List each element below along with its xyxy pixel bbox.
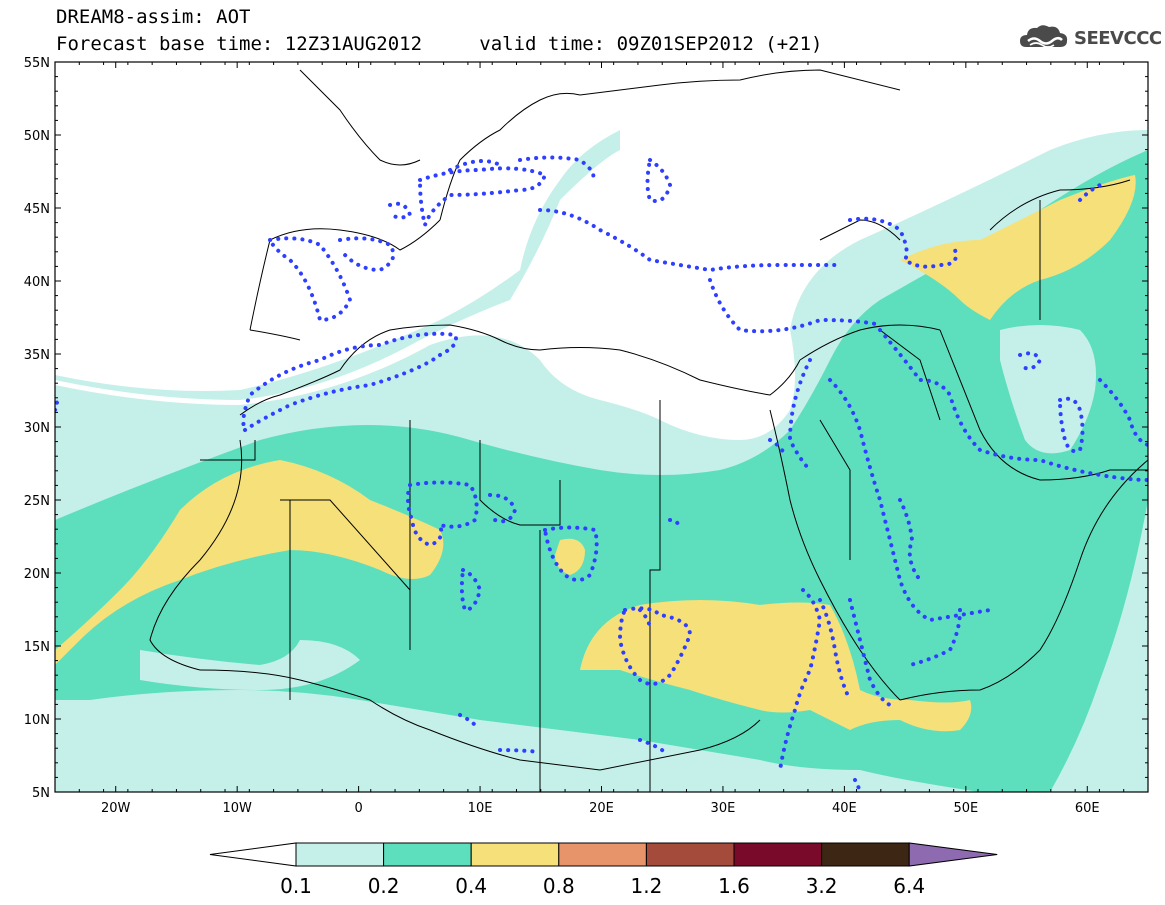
lat-label: 50N (24, 129, 50, 144)
colorbar-label: 1.6 (718, 874, 750, 898)
cloud-icon (1020, 25, 1068, 48)
colorbar-box (470, 842, 560, 867)
lon-label: 50E (953, 801, 978, 816)
lat-label: 25N (24, 494, 50, 509)
lon-label: 20E (589, 801, 614, 816)
lat-label: 5N (32, 786, 50, 801)
colorbar-label: 0.4 (455, 874, 487, 898)
aot-band-0-2 (55, 150, 1148, 792)
lon-label: 40E (832, 801, 857, 816)
aot-band-0-4-sudan (580, 600, 972, 732)
colorbar-box (383, 842, 472, 867)
lon-label: 30E (711, 801, 736, 816)
colorbar-label: 3.2 (806, 874, 838, 898)
lat-label: 20N (24, 567, 50, 582)
lat-label: 35N (24, 348, 50, 363)
aot-band-0-4-west (55, 460, 444, 665)
colorbar-box (821, 842, 910, 867)
colorbar-box (558, 842, 647, 867)
latitude-labels: 55N 50N 45N 40N 35N 30N 25N 20N 15N 10N 5N (24, 56, 50, 801)
aot-band-0-4-chad (555, 538, 585, 575)
colorbar-label: 0.1 (280, 874, 312, 898)
lon-label: 0 (354, 801, 362, 816)
axis-ticks (54, 61, 1149, 793)
dotted-contours (55, 155, 1148, 792)
colorbar-box (733, 842, 823, 867)
colorbar-box (295, 842, 385, 867)
colorbar-right-arrow (908, 842, 998, 867)
colorbar-label: 1.2 (630, 874, 662, 898)
colorbar-label: 0.8 (543, 874, 575, 898)
forecast-time-line: Forecast base time: 12Z31AUG2012 valid t… (56, 33, 822, 55)
lat-label: 45N (24, 202, 50, 217)
lat-label: 10N (24, 713, 50, 728)
colorbar-left-arrow (209, 842, 297, 867)
aot-band-0-4-caspian (900, 175, 1136, 320)
lat-label: 55N (24, 56, 50, 71)
aot-band-iran-low (1000, 325, 1096, 454)
logo-text: SEEVCCC (1074, 27, 1162, 49)
lat-label: 15N (24, 640, 50, 655)
lon-label: 10E (468, 801, 493, 816)
longitude-labels: 20W 10W 0 10E 20E 30E 40E 50E 60E (101, 801, 1100, 816)
aot-band-sahel-low (140, 640, 360, 690)
colorbar-box (645, 842, 735, 867)
lat-label: 30N (24, 421, 50, 436)
seevccc-logo: SEEVCCC (1018, 22, 1162, 54)
valid-time-label: valid time: (479, 33, 606, 55)
lat-label: 40N (24, 275, 50, 290)
colorbar-label: 0.2 (368, 874, 400, 898)
base-time-value: 12Z31AUG2012 (284, 33, 423, 55)
map-title: DREAM8-assim: AOT (56, 6, 251, 28)
base-time-label: Forecast base time: (56, 33, 274, 55)
lon-label: 60E (1075, 801, 1100, 816)
colorbar-label: 6.4 (893, 874, 925, 898)
lon-label: 10W (222, 801, 252, 816)
lon-label: 20W (101, 801, 131, 816)
valid-time-value: 09Z01SEP2012 (+21) (616, 33, 823, 55)
